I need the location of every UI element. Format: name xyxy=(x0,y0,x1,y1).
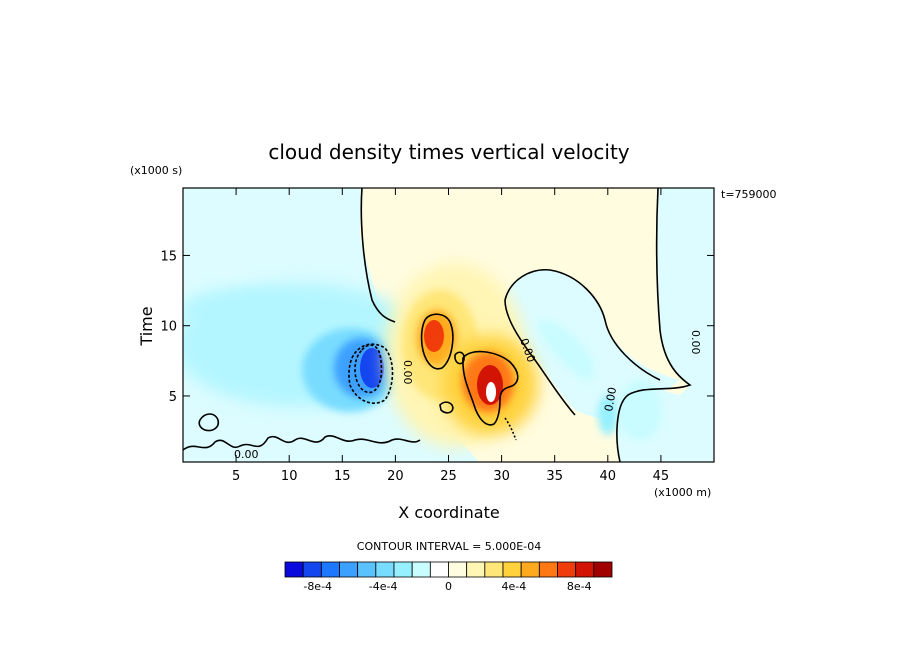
plus-contour-right xyxy=(462,350,519,426)
colorbar-tick-label: 0 xyxy=(445,580,452,593)
colorbar-tick-label: -8e-4 xyxy=(303,580,332,593)
contour-lines xyxy=(183,188,692,462)
colorbar-tick-label: 4e-4 xyxy=(502,580,527,593)
colorbar-swatch xyxy=(411,561,431,578)
colorbar-swatch xyxy=(320,561,340,578)
x-tick-label: 35 xyxy=(546,469,563,484)
axis-ticks xyxy=(183,188,714,462)
colorbar-swatch xyxy=(593,561,613,578)
chart-title: cloud density times vertical velocity xyxy=(268,140,629,164)
zero-contour-pocket-left xyxy=(504,299,576,416)
zero-contour-small xyxy=(454,351,465,365)
contour-label: 0.00 xyxy=(401,360,414,385)
colorbar-tick-label: 8e-4 xyxy=(567,580,592,593)
colorbar-labels: -8e-4 -4e-4 0 4e-4 8e-4 xyxy=(303,580,591,593)
colorbar-swatch xyxy=(575,561,595,578)
negative-spot xyxy=(598,395,618,435)
colorbar-swatch xyxy=(520,561,540,578)
contour-label: 0.00 xyxy=(234,448,259,461)
y-axis-unit: (x1000 s) xyxy=(130,164,182,177)
zero-contour-pocket xyxy=(504,269,661,381)
colorbar-swatch xyxy=(393,561,413,578)
y-tick-label: 15 xyxy=(160,249,177,264)
x-tick-label: 10 xyxy=(281,469,298,484)
y-axis-label: Time xyxy=(137,306,156,346)
minus-contour-core xyxy=(354,344,383,394)
contour-label: 0.00 xyxy=(602,386,619,412)
colorbar-swatch xyxy=(302,561,322,578)
colorbar-swatch xyxy=(339,561,359,578)
x-tick-label: 30 xyxy=(493,469,510,484)
colorbar-swatch xyxy=(375,561,395,578)
x-tick-label: 40 xyxy=(600,469,617,484)
y-tick-label: 10 xyxy=(160,320,177,335)
colorbar-swatch xyxy=(357,561,377,578)
colorbar-swatch xyxy=(429,561,449,578)
colorbar-swatch xyxy=(484,561,504,578)
colorbar-swatch xyxy=(538,561,558,578)
zero-contour-blob xyxy=(198,413,220,432)
negative-plume-tail xyxy=(183,290,300,330)
x-tick-labels: 5 10 15 20 25 30 35 40 45 xyxy=(232,469,669,484)
colorbar-tick-label: -4e-4 xyxy=(369,580,398,593)
plot-area: 0.00 0.00 0.00 0.00 0.00 xyxy=(183,188,714,462)
x-tick-label: 5 xyxy=(232,469,240,484)
negative-pocket-core xyxy=(537,319,595,381)
contour-label: 0.00 xyxy=(689,330,702,355)
plus-contour-dotted xyxy=(504,417,517,441)
zero-contour-small xyxy=(439,401,454,414)
colorbar-swatch xyxy=(284,561,304,578)
x-axis-unit: (x1000 m) xyxy=(654,486,711,499)
plus-contour-left xyxy=(420,313,454,370)
contour-interval-label: CONTOUR INTERVAL = 5.000E-04 xyxy=(357,540,541,553)
x-tick-label: 20 xyxy=(387,469,404,484)
positive-plume-right-core xyxy=(486,382,496,402)
x-tick-label: 45 xyxy=(653,469,670,484)
y-tick-label: 5 xyxy=(169,390,177,405)
time-annotation: t=759000 xyxy=(721,188,777,201)
y-tick-labels: 5 10 15 xyxy=(160,249,177,405)
colorbar-swatch xyxy=(448,561,468,578)
zero-contour-main xyxy=(360,188,396,323)
positive-plume-left-core xyxy=(424,320,444,352)
colorbar-swatch xyxy=(557,561,577,578)
x-axis-label: X coordinate xyxy=(398,503,499,522)
zero-contour-ground xyxy=(183,435,421,451)
colorbar-swatch xyxy=(502,561,522,578)
zero-contour-right xyxy=(616,188,692,462)
x-tick-label: 15 xyxy=(334,469,351,484)
colorbar-swatch xyxy=(466,561,486,578)
negative-plume-core xyxy=(360,348,384,388)
minus-contour-mid xyxy=(348,343,394,404)
colorbar xyxy=(284,561,613,578)
x-tick-label: 25 xyxy=(440,469,457,484)
